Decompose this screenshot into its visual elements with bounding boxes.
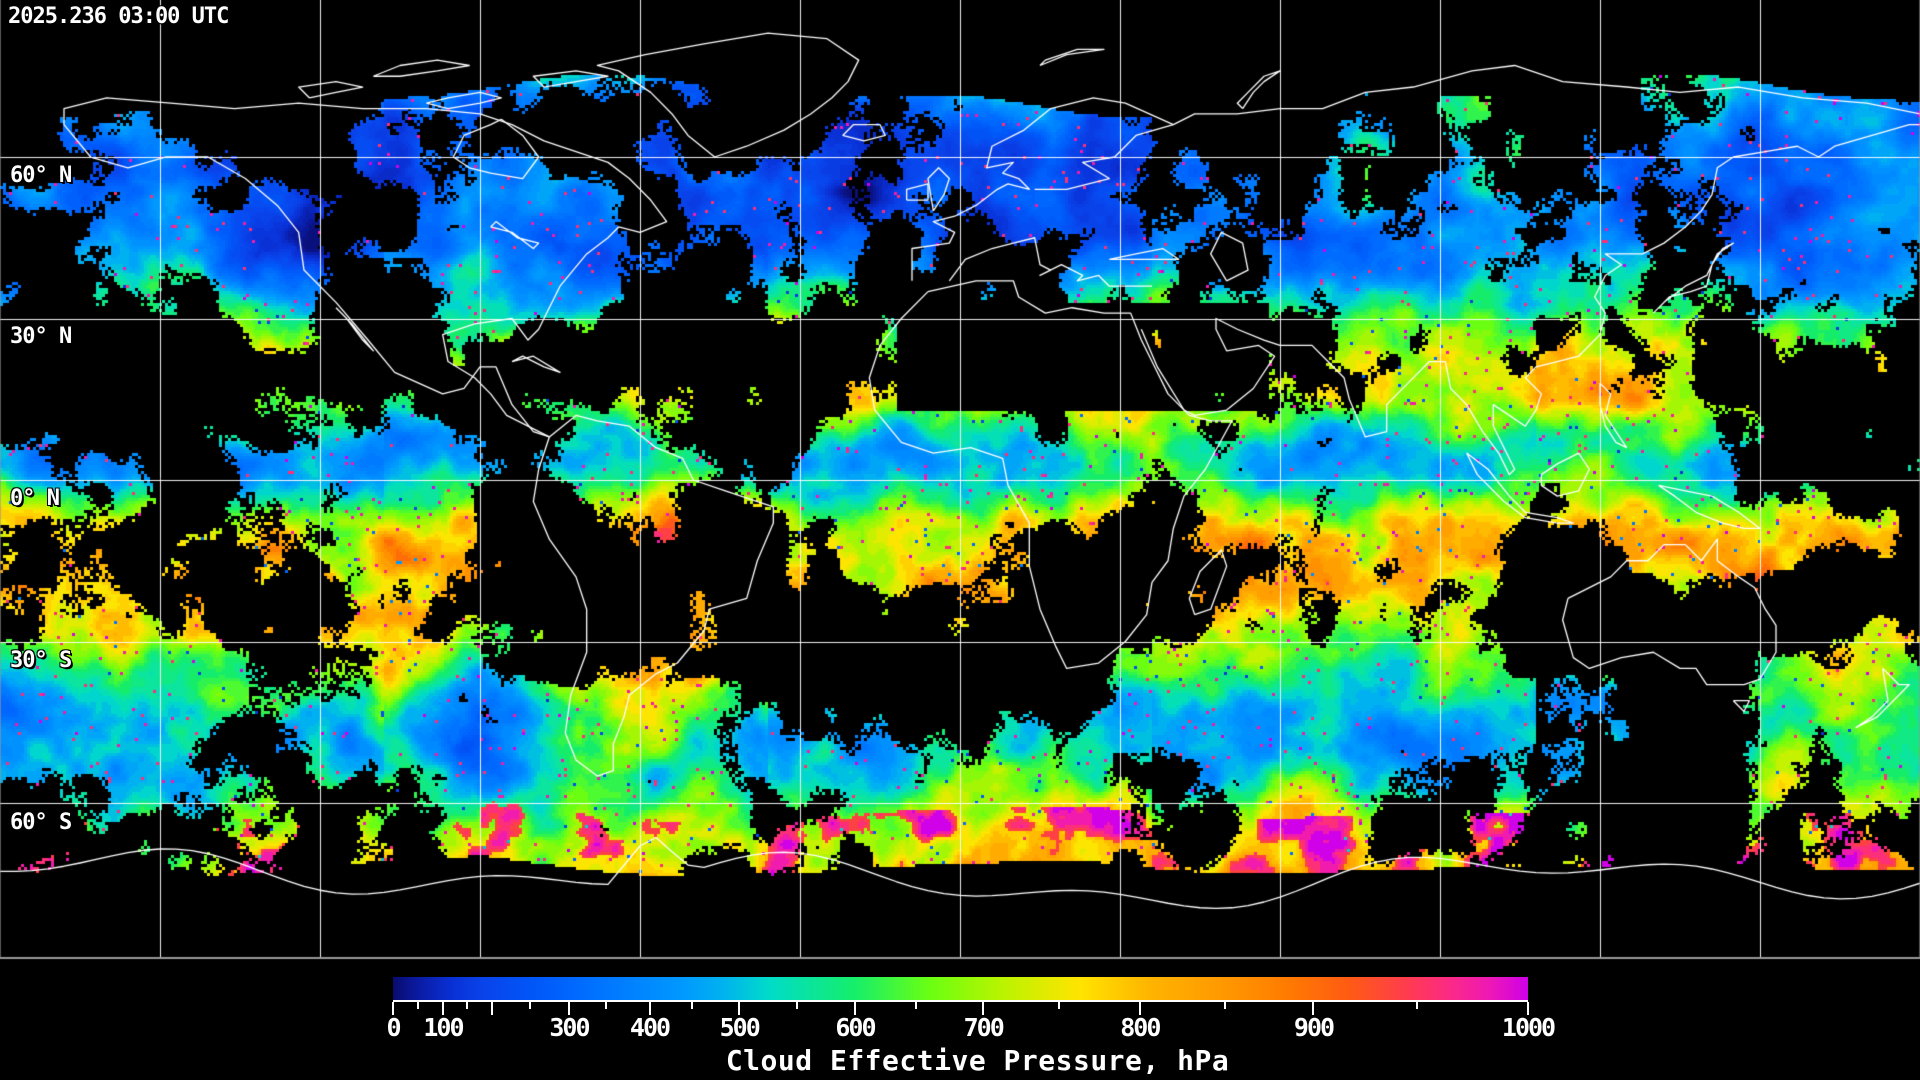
latitude-label: 60° N [10,163,72,188]
colorbar-tick [1138,1002,1141,1015]
colorbar-tick [529,1002,532,1009]
latitude-label: 0° N [10,486,60,511]
colorbar-tick [416,1002,419,1009]
colorbar-tick [465,1002,468,1009]
colorbar-tick [915,1002,918,1009]
colorbar-gradient [393,977,1528,1002]
colorbar-title: Cloud Effective Pressure, hPa [725,1044,1230,1077]
colorbar-tick [441,1002,444,1015]
colorbar-tick [796,1002,799,1009]
colorbar-tick [982,1002,985,1015]
colorbar-tick-label: 100 [423,1013,464,1042]
colorbar-tick-label: 600 [835,1013,876,1042]
colorbar-tick [1527,1002,1529,1015]
colorbar-tick-label: 1000 [1501,1013,1556,1042]
colorbar-tick-label: 0 [386,1013,401,1042]
latitude-label: 30° N [10,324,72,349]
colorbar-tick [738,1002,741,1015]
colorbar-tick-label: 300 [549,1013,590,1042]
latitude-label: 60° S [10,810,72,835]
colorbar-tick-label: 700 [963,1013,1005,1042]
colorbar-tick [605,1002,608,1009]
colorbar-tick-label: 500 [719,1013,761,1042]
colorbar-tick [648,1002,651,1015]
colorbar-tick [490,1002,493,1015]
colorbar-tick-label: 900 [1293,1013,1335,1042]
colorbar-tick [1415,1002,1418,1009]
timestamp: 2025.236 03:00 UTC [8,4,229,29]
colorbar-tick [1223,1002,1226,1009]
latitude-label: 30° S [10,648,72,673]
colorbar-tick [1058,1002,1061,1009]
colorbar-tick [690,1002,693,1009]
colorbar-tick [392,1002,394,1015]
colorbar-tick [853,1002,856,1015]
colorbar-tick [1312,1002,1315,1015]
world-cloud-map-canvas [0,0,1920,960]
colorbar-tick-label: 400 [629,1013,671,1042]
colorbar-tick-label: 800 [1120,1013,1161,1042]
colorbar-tick [567,1002,570,1015]
